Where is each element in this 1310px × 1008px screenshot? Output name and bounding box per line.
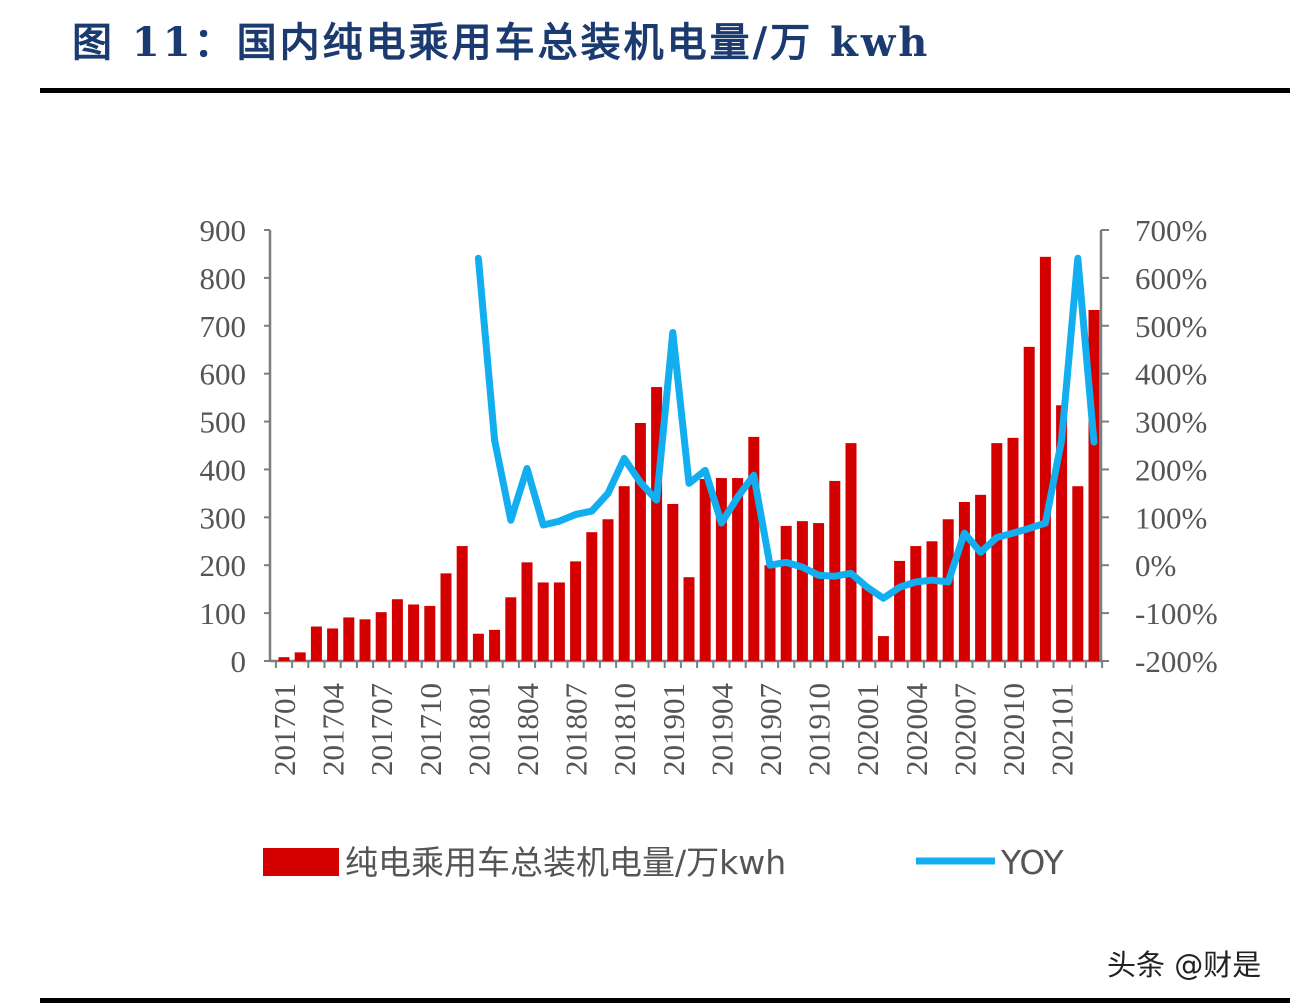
- x-tick-label: 201710: [413, 683, 448, 776]
- bar: [715, 478, 727, 661]
- right-tick-label: 700%: [1135, 213, 1207, 248]
- bar: [764, 565, 776, 661]
- legend-bar-swatch: [263, 848, 339, 876]
- x-tick-label: 201807: [559, 683, 594, 776]
- left-tick-label: 800: [200, 261, 247, 296]
- bar: [1072, 486, 1084, 661]
- bar: [683, 577, 695, 661]
- bar: [294, 652, 306, 661]
- bar: [699, 479, 711, 661]
- bar: [748, 436, 760, 661]
- right-tick-label: 300%: [1135, 405, 1207, 440]
- bar: [829, 480, 841, 661]
- bar: [408, 604, 420, 661]
- right-tick-label: 600%: [1135, 261, 1207, 296]
- x-tick-label: 201910: [802, 683, 837, 776]
- x-tick-label: 201901: [656, 683, 691, 776]
- x-tick-label: 202010: [996, 683, 1031, 776]
- right-tick-label: -200%: [1135, 644, 1218, 679]
- bar: [343, 617, 355, 661]
- bar: [1007, 437, 1019, 661]
- left-tick-label: 900: [200, 213, 247, 248]
- x-tick-label: 201801: [461, 683, 496, 776]
- bar: [926, 541, 938, 661]
- bar: [894, 560, 906, 661]
- x-tick-label: 201904: [704, 683, 739, 777]
- figure-title: 图 11：国内纯电乘用车总装机电量/万 kwh: [72, 19, 931, 66]
- right-tick-label: 500%: [1135, 309, 1207, 344]
- bar: [1088, 309, 1100, 661]
- bar: [278, 657, 290, 661]
- x-tick-label: 201704: [316, 683, 351, 777]
- bar: [570, 561, 582, 661]
- x-tick-label: 201707: [364, 683, 399, 776]
- legend-line-label: YOY: [1000, 843, 1065, 882]
- bar: [391, 599, 403, 661]
- bar: [942, 519, 954, 661]
- x-tick-label: 201907: [753, 683, 788, 776]
- left-tick-label: 600: [200, 357, 247, 392]
- bar: [910, 546, 922, 661]
- left-tick-label: 500: [200, 405, 247, 440]
- right-tick-label: 200%: [1135, 452, 1207, 487]
- bar: [456, 546, 468, 661]
- bar: [602, 519, 614, 661]
- bar: [553, 582, 565, 661]
- bar: [375, 612, 387, 661]
- left-tick-label: 700: [200, 309, 247, 344]
- bar: [796, 521, 808, 661]
- x-tick-label: 202007: [947, 683, 982, 776]
- bar: [780, 525, 792, 661]
- bar: [586, 532, 598, 661]
- bar: [310, 626, 322, 661]
- bar: [845, 443, 857, 661]
- right-tick-label: -100%: [1135, 596, 1218, 631]
- bar: [1023, 346, 1035, 661]
- bar: [958, 502, 970, 661]
- bar: [1056, 405, 1068, 661]
- bar: [877, 636, 889, 661]
- bar: [489, 629, 501, 661]
- bar: [813, 523, 825, 661]
- x-tick-label: 202004: [899, 683, 934, 777]
- x-tick-label: 202001: [850, 683, 885, 776]
- legend-bar-label: 纯电乘用车总装机电量/万kwh: [345, 843, 786, 882]
- watermark: 头条 @财是: [1107, 948, 1262, 982]
- bar: [440, 573, 452, 661]
- bottom-rule: [40, 998, 1290, 1003]
- title-rule: [40, 88, 1290, 93]
- left-tick-label: 200: [200, 548, 247, 583]
- x-tick-label: 202101: [1045, 683, 1080, 776]
- bar: [327, 628, 339, 661]
- left-tick-label: 0: [231, 644, 247, 679]
- bar: [975, 494, 987, 661]
- x-tick-label: 201804: [510, 683, 545, 777]
- bar: [505, 597, 517, 661]
- bar: [537, 582, 549, 661]
- bar: [991, 443, 1003, 661]
- left-tick-label: 100: [200, 596, 247, 631]
- bar: [424, 605, 436, 661]
- bar: [667, 503, 679, 661]
- bar: [651, 387, 663, 661]
- bar: [359, 619, 371, 661]
- left-tick-label: 400: [200, 452, 247, 487]
- bar: [861, 586, 873, 661]
- x-tick-label: 201810: [607, 683, 642, 776]
- right-tick-label: 0%: [1135, 548, 1176, 583]
- bar: [472, 633, 484, 661]
- bar: [521, 562, 533, 661]
- x-tick-label: 201701: [267, 683, 302, 776]
- bar: [618, 486, 630, 661]
- right-tick-label: 100%: [1135, 500, 1207, 535]
- bar: [732, 478, 744, 661]
- bar: [1039, 256, 1051, 661]
- left-tick-label: 300: [200, 500, 247, 535]
- right-tick-label: 400%: [1135, 357, 1207, 392]
- bar: [634, 422, 646, 661]
